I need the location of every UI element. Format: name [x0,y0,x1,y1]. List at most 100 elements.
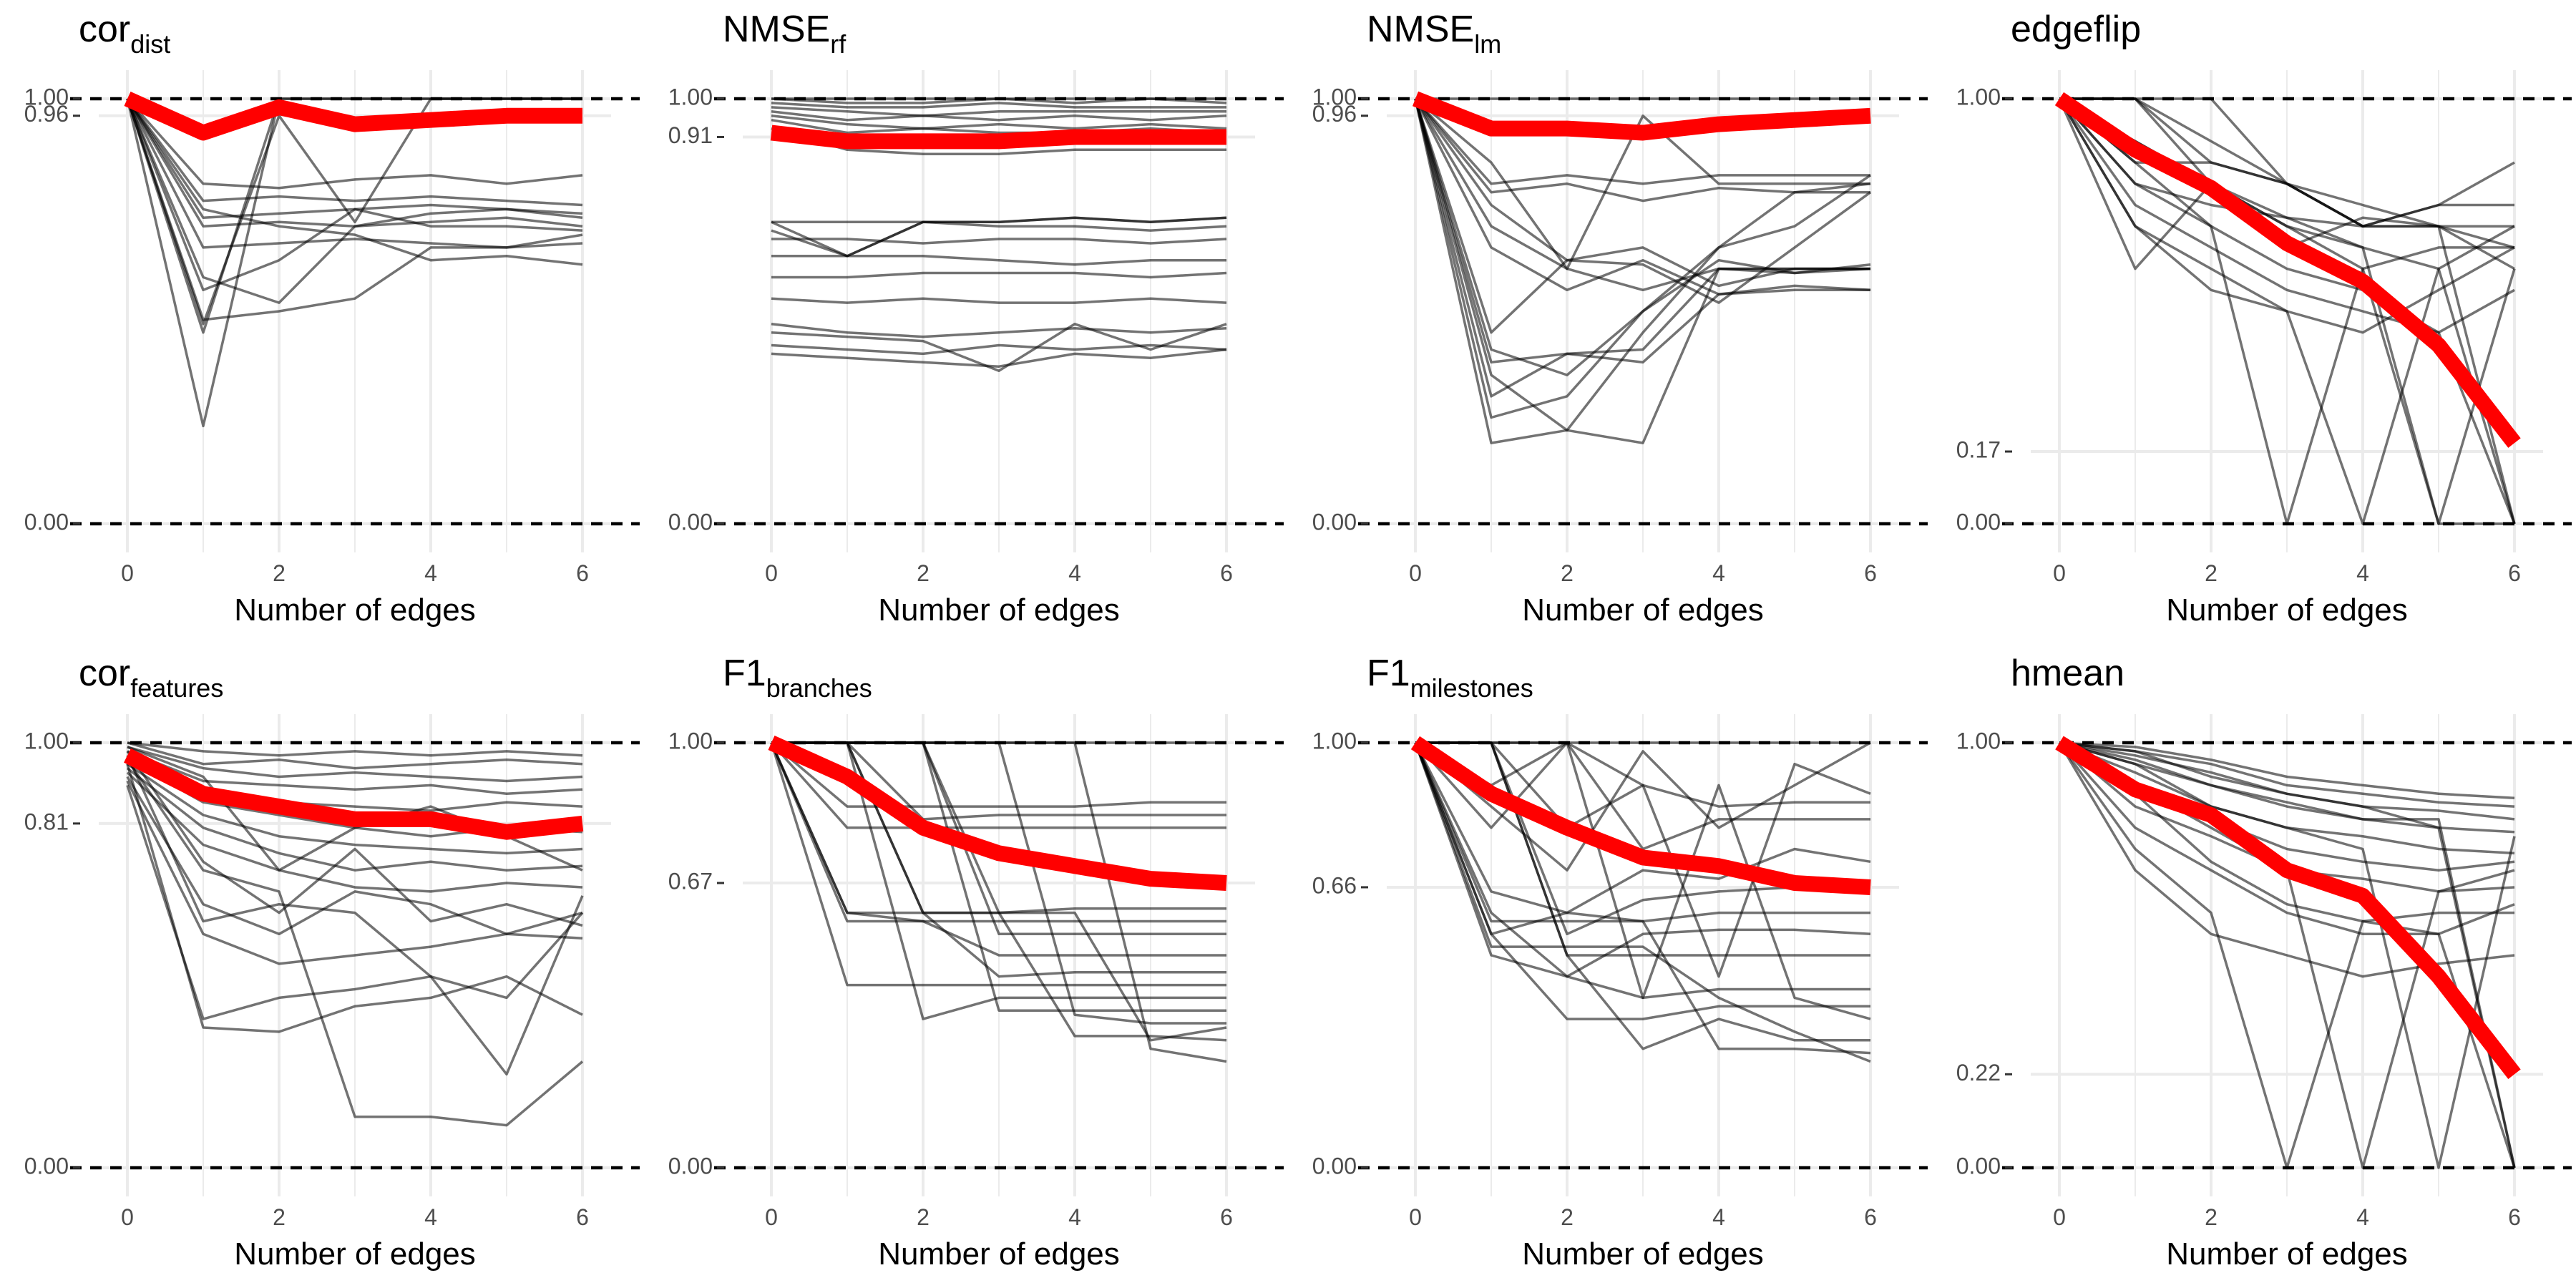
x-tick-label: 4 [1068,560,1081,586]
x-tick-label: 4 [1712,1204,1725,1230]
series-line [2059,741,2516,1169]
panel-title-subscript: branches [766,673,872,703]
y-tick-label: 1.00 [24,84,69,109]
y-tick-label: 1.00 [668,728,713,753]
x-tick-label: 4 [1712,560,1725,586]
x-tick-label: 0 [2053,1204,2066,1230]
x-tick-label: 2 [2205,1204,2218,1230]
x-tick-label: 2 [273,560,286,586]
y-tick-label: 0.00 [668,509,713,535]
x-tick-label: 4 [1068,1204,1081,1230]
chart-panel-6: 0.00 0.67 1.00 0 2 4 6 Number of edges F1branche… [668,653,1284,1272]
x-tick-label: 0 [1409,1204,1422,1230]
panel-title: NMSElm [1367,9,1501,59]
series-line [771,343,1227,356]
series-line [771,127,1226,155]
x-tick-label: 2 [917,1204,930,1230]
panel-title-main: NMSE [1367,9,1474,50]
series-line [1414,98,1871,398]
chart-panel-8: 0.00 0.22 1.00 0 2 4 6 Number of edges hmean [1956,653,2572,1272]
y-tick-label: 1.00 [1312,728,1357,753]
series-line [126,97,583,207]
chart-panel-7: 0.00 0.66 1.00 0 2 4 6 Number of edges F1milesto… [1312,653,1928,1272]
x-tick-label: 6 [576,560,589,586]
series-line [126,97,582,326]
series-line [1414,98,1872,334]
chart-panel-2: 0.00 0.91 1.00 0 2 4 6 Number of edges NMSErf [668,9,1284,628]
highlight-series-line [1410,736,1871,895]
x-tick-label: 0 [765,1204,778,1230]
y-tick-label: 0.00 [668,1153,713,1179]
series-line [126,780,583,965]
series-line [771,348,1227,368]
panel-title: cordist [79,9,170,59]
x-axis-label: Number of edges [1522,1236,1764,1272]
series-line [770,742,1226,923]
x-axis-label: Number of edges [234,592,476,628]
series-line [771,114,1227,130]
series-line [126,98,583,220]
series-line [126,97,583,190]
series-line [2059,741,2516,1169]
x-tick-label: 0 [1409,560,1422,586]
highlight-series-line [770,125,1226,150]
panel-title: edgeflip [2011,9,2141,50]
x-tick-label: 6 [1864,560,1877,586]
series-line [127,763,583,855]
highlight-series-line [1412,91,1871,141]
series-line [2058,98,2515,334]
series-line [126,784,584,1020]
chart-panel-3: 0.00 0.961.00 0 2 4 6 Number of edges NMSElm [1312,9,1928,628]
series-line [771,271,1227,279]
highlight-series-line [2055,736,2521,1080]
y-tick-label: 0.91 [668,122,713,148]
series-line [770,741,1226,829]
panel-title-main: hmean [2011,653,2124,694]
x-axis-label: Number of edges [234,1236,476,1272]
panel-title-main: F1 [723,653,766,694]
series-line [770,741,1226,808]
panel-title-subscript: features [130,673,223,703]
series-line [126,763,583,1033]
series-line [1414,742,1871,914]
series-line [770,742,1226,987]
series-line [1414,97,1870,185]
panel-title-subscript: dist [130,29,170,59]
series-line [126,750,583,927]
series-line [1414,98,1870,444]
y-tick-label: 1.00 [668,84,713,109]
series-line [126,758,584,1127]
x-tick-label: 6 [1864,1204,1877,1230]
x-tick-label: 6 [1220,560,1233,586]
y-tick-label: 1.00 [1956,84,2001,109]
panel-title: NMSErf [723,9,847,59]
y-tick-label: 0.67 [668,868,713,894]
chart-panel-5: 0.00 0.81 1.00 0 2 4 6 Number of edges corfeatur… [24,653,640,1272]
series-line [2058,97,2516,525]
series-line [1414,742,1870,1020]
series-line [126,755,584,1076]
x-axis-label: Number of edges [1522,592,1764,628]
series-line [127,750,583,796]
series-line [1414,97,1870,270]
x-tick-label: 2 [2205,560,2218,586]
series-line [771,216,1227,258]
series-line [771,118,1227,135]
panel-title-subscript: lm [1474,29,1501,59]
highlight-series-line [124,748,584,840]
series-line [2059,741,2516,1169]
panel-title-subscript: rf [830,29,847,59]
series-line [126,98,583,249]
panel-title: F1milestones [1367,653,1533,703]
series-line [1414,742,1871,978]
series-line [127,741,583,770]
series-line [126,771,583,893]
series-line [126,98,583,266]
series-line [2058,97,2515,249]
panel-title: corfeatures [79,653,223,703]
x-tick-label: 2 [917,560,930,586]
panel-title: hmean [2011,653,2124,694]
chart-panel-1: 0.00 0.961.00 0 2 4 6 Number of edges cordist [24,9,640,628]
chart-panel-4: 0.00 0.17 1.00 0 2 4 6 Number of edges edgeflip [1956,9,2572,628]
